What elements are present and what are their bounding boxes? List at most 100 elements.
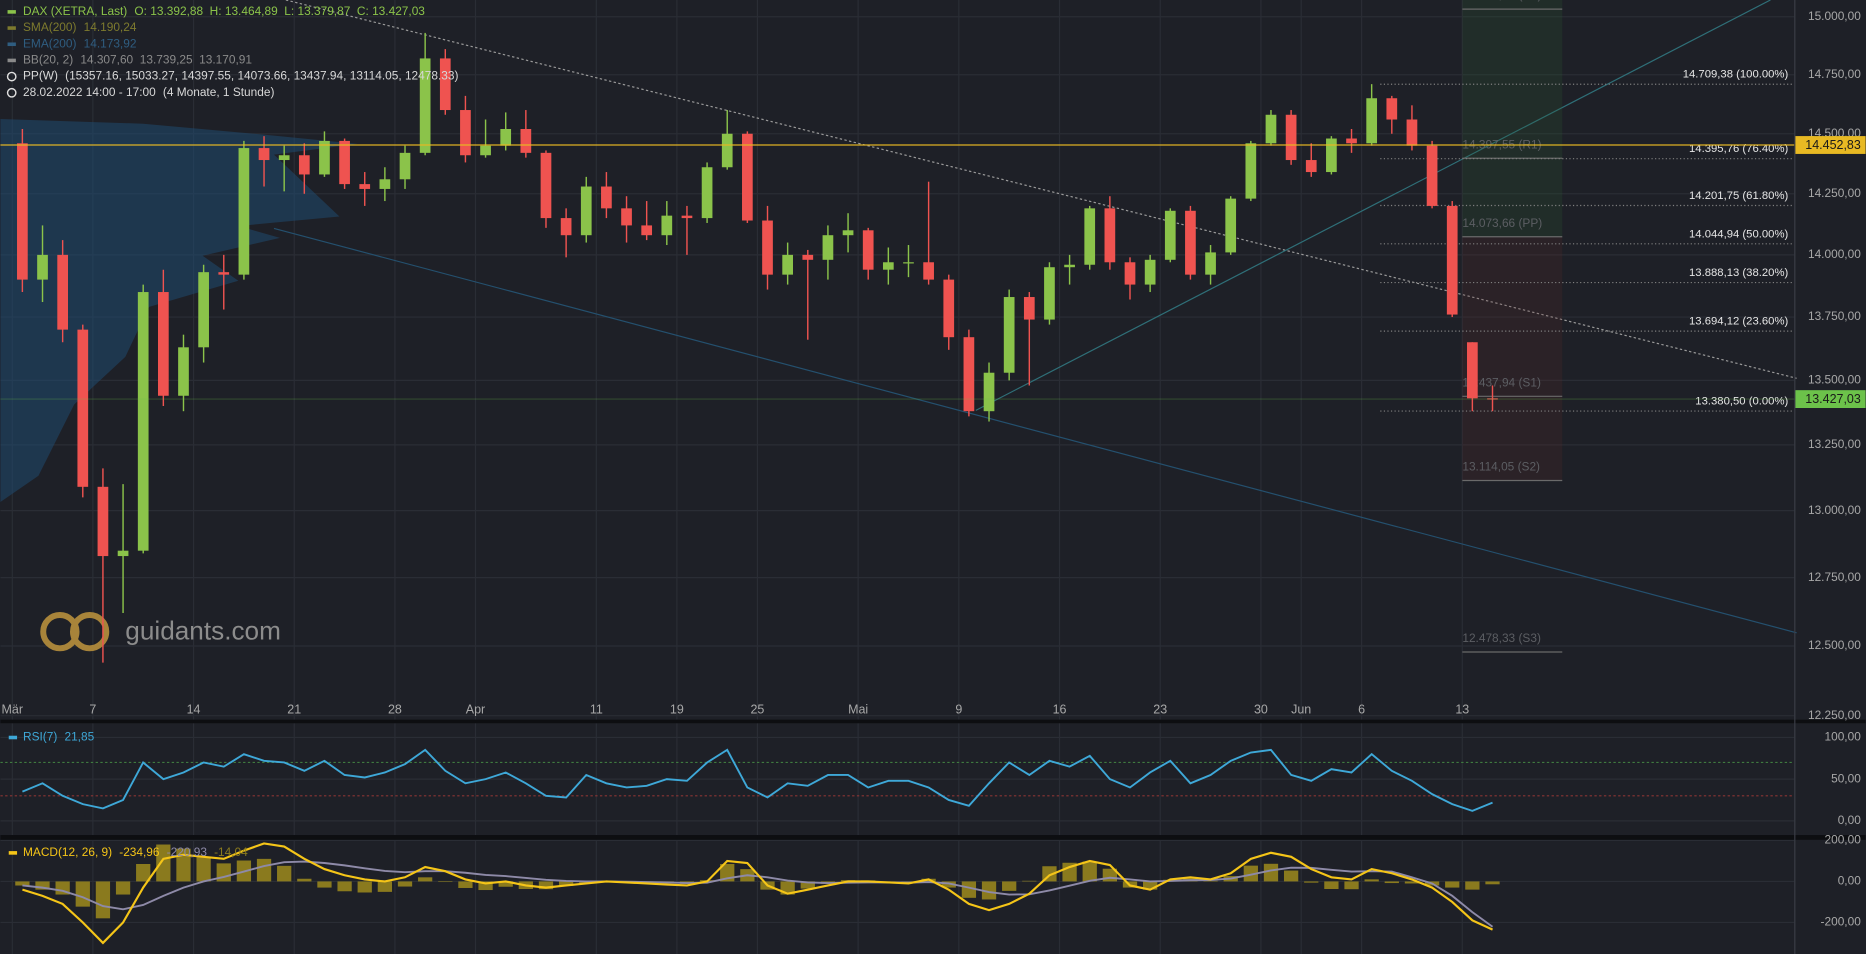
- pivot-label: 15.033,27 (R2): [1462, 0, 1541, 2]
- x-tick-label: 16: [1053, 702, 1067, 716]
- candle-body: [1084, 208, 1096, 265]
- histogram-bar: [1243, 865, 1258, 882]
- candle-body: [580, 186, 592, 236]
- histogram-bar: [115, 881, 131, 895]
- candle-body: [862, 230, 874, 270]
- histogram-bar: [1203, 880, 1218, 882]
- x-tick-label: 23: [1153, 702, 1167, 716]
- legend-value: 14.173,92: [84, 36, 137, 50]
- candle-body: [601, 186, 612, 209]
- candle-body: [681, 215, 693, 219]
- candle-body: [721, 133, 733, 168]
- fib-label: 13.380,50 (0.00%): [1695, 396, 1788, 408]
- x-tick-label: 9: [955, 702, 962, 716]
- candle-body: [1285, 114, 1297, 161]
- candle-body: [742, 133, 753, 221]
- histogram-bar: [297, 878, 312, 882]
- legend-name: 28.02.2022 14:00 - 17:00: [23, 85, 156, 99]
- candle-body: [560, 218, 572, 236]
- candle-body: [903, 262, 914, 264]
- watermark: guidants.com: [125, 616, 281, 646]
- candle-body: [1225, 198, 1237, 253]
- histogram-bar: [15, 881, 30, 886]
- histogram-bar: [196, 856, 211, 882]
- legend-icon: [8, 851, 18, 855]
- candle-body: [923, 262, 934, 280]
- pivot-zone-lower: [1462, 236, 1563, 481]
- candle-body: [1426, 145, 1438, 206]
- candle-body: [480, 145, 491, 156]
- candle-body: [1205, 252, 1216, 275]
- candle-body: [782, 254, 793, 275]
- x-tick-label: Mai: [848, 702, 868, 716]
- trend-line: [273, 227, 1797, 634]
- histogram-bar: [941, 881, 956, 888]
- fib-label: 14.395,76 (76.40%): [1689, 143, 1788, 155]
- candle-body: [822, 235, 834, 260]
- x-tick-label: Jun: [1291, 702, 1311, 716]
- histogram-bar: [317, 881, 332, 888]
- candle-body: [1023, 297, 1035, 320]
- candle-body: [419, 58, 431, 153]
- candle-body: [943, 279, 955, 338]
- histogram-bar: [458, 881, 473, 888]
- x-tick-label: 25: [750, 702, 764, 716]
- histogram-bar: [981, 881, 997, 900]
- candle-body: [17, 143, 28, 280]
- x-tick-label: 14: [187, 702, 201, 716]
- legend-icon: [7, 42, 16, 47]
- candle-body: [137, 292, 149, 551]
- price-badge: [1795, 390, 1866, 409]
- fib-label: 14.709,38 (100.00%): [1683, 69, 1789, 81]
- legend-name: BB(20, 2): [23, 53, 73, 67]
- candle-body: [1386, 98, 1398, 120]
- histogram-bar: [1364, 879, 1379, 882]
- y-tick-label: 13.750,00: [1808, 309, 1861, 323]
- legend-icon: [6, 71, 17, 82]
- y-tick-label: 14.000,00: [1808, 247, 1861, 261]
- candle-body: [117, 550, 129, 557]
- y-tick-label: 0,00: [1838, 813, 1862, 827]
- candle-body: [460, 110, 471, 156]
- histogram-bar: [498, 881, 513, 887]
- histogram-bar: [1143, 881, 1158, 890]
- candle-body: [319, 140, 330, 175]
- candle-body: [882, 262, 894, 270]
- indicator-name: RSI(7): [23, 730, 57, 744]
- trend-line: [975, 0, 1771, 411]
- histogram-bar: [538, 881, 554, 890]
- histogram-bar: [1445, 881, 1460, 888]
- x-tick-label: 30: [1254, 702, 1268, 716]
- volume-profile: [0, 118, 358, 502]
- x-tick-label: 7: [89, 702, 96, 716]
- candle-body: [842, 230, 854, 236]
- histogram-bar: [1022, 880, 1037, 882]
- pivot-label: 14.073,66 (PP): [1462, 216, 1542, 230]
- candle-body: [1366, 98, 1378, 144]
- legend-name: EMA(200): [23, 36, 77, 50]
- legend-icon: [7, 58, 16, 63]
- candle-body: [57, 254, 69, 330]
- candle-body: [1044, 267, 1055, 320]
- candle-body: [500, 129, 512, 146]
- histogram-bar: [95, 881, 111, 919]
- histogram-bar: [961, 881, 977, 898]
- indicator-value: -14,04: [214, 845, 248, 859]
- indicator-name: MACD(12, 26, 9): [23, 845, 112, 859]
- candle-body: [1164, 210, 1176, 260]
- y-tick-label: 12.750,00: [1808, 570, 1861, 584]
- candle-body: [157, 292, 169, 396]
- candle-body: [1064, 264, 1075, 268]
- candle-body: [621, 208, 632, 226]
- candle-body: [198, 272, 209, 348]
- histogram-bar: [1404, 881, 1420, 884]
- histogram-bar: [256, 858, 272, 882]
- price-badge: [1795, 136, 1866, 154]
- y-tick-label: 13.000,00: [1808, 503, 1861, 517]
- legend-value: (4 Monate, 1 Stunde): [163, 85, 275, 99]
- candle-body: [298, 155, 310, 175]
- pivot-label: 14.397,55 (R1): [1462, 137, 1541, 151]
